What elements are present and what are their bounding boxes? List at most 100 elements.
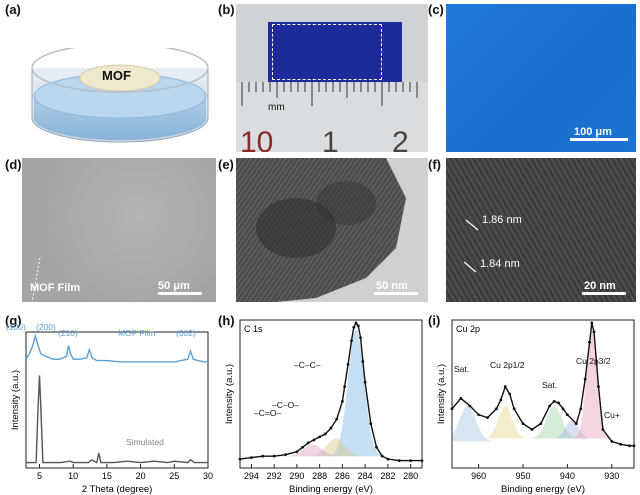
data-point: [301, 445, 304, 449]
annotation: (200): [36, 322, 56, 332]
petri-dish-illustration: MOF: [20, 48, 220, 146]
series-label: MOF Film: [118, 328, 155, 338]
data-point: [552, 400, 556, 403]
fit-peak-0: [452, 405, 634, 439]
x-tick-label: 25: [169, 471, 179, 481]
mof-film-label: MOF Film: [30, 282, 81, 294]
annotation: Sat.: [542, 380, 557, 390]
data-point: [530, 428, 534, 431]
x-tick-label: 286: [335, 471, 350, 481]
scalebar-e: 50 nm: [376, 280, 408, 292]
chart-title: Cu 2p: [456, 324, 480, 334]
data-point: [597, 385, 600, 388]
data-point: [397, 459, 401, 462]
annotation: Sat.: [454, 364, 469, 374]
ruler-digit-10: 10: [240, 126, 274, 152]
fit-peak-1: [452, 405, 634, 439]
x-tick-label: 960: [471, 471, 486, 481]
data-point: [352, 326, 356, 329]
scalebar-d: 50 μm: [158, 280, 190, 292]
photo-film-ruler: mm 10 1 2: [236, 4, 428, 152]
panel-label-b: (b): [218, 2, 235, 17]
data-point: [340, 400, 344, 403]
data-point: [323, 432, 327, 436]
x-axis-label: Binding energy (eV): [289, 484, 373, 495]
data-point: [561, 407, 565, 411]
x-tick-label: 294: [244, 471, 259, 481]
sem-image: MOF Film 50 μm: [22, 158, 216, 302]
lattice-spacing-1: 1.86 nm: [482, 214, 522, 226]
panel-label-e: (e): [218, 157, 234, 172]
data-point: [601, 428, 605, 431]
data-point: [503, 385, 507, 388]
data-point: [359, 336, 362, 340]
x-tick-label: 284: [358, 471, 373, 481]
scalebar-f: 20 nm: [584, 280, 616, 292]
data-point: [420, 459, 424, 462]
annotation: Cu 2p1/2: [490, 360, 525, 370]
scalebar-c: 100 μm: [574, 126, 612, 138]
x-axis-label: 2 Theta (degree): [82, 484, 153, 495]
panel-label-f: (f): [428, 157, 441, 172]
data-point: [350, 339, 353, 343]
hrtem-image: 1.86 nm 1.84 nm 20 nm: [446, 158, 636, 302]
annotation: –C–C–: [294, 360, 321, 370]
data-point: [583, 377, 587, 381]
fit-peak-4: [452, 405, 634, 442]
data-point: [409, 459, 413, 462]
panel-label-c: (c): [428, 2, 444, 17]
data-point: [499, 398, 503, 402]
data-point: [380, 454, 384, 458]
panel-label-i: (i): [428, 313, 441, 328]
data-point: [346, 363, 350, 366]
data-point: [249, 456, 253, 460]
series-line-0: [239, 321, 422, 462]
data-point: [539, 422, 543, 425]
panel-label-d: (d): [5, 157, 22, 172]
data-point: [508, 392, 512, 396]
data-point: [477, 413, 481, 417]
x-tick-label: 280: [403, 471, 418, 481]
series-label: Simulated: [126, 437, 164, 447]
data-point: [386, 457, 390, 461]
data-point: [628, 444, 631, 448]
annotation: (100): [6, 322, 26, 332]
x-tick-label: 288: [312, 471, 327, 481]
data-point: [588, 340, 592, 344]
data-point: [272, 454, 276, 458]
data-point: [468, 404, 472, 408]
data-point: [306, 441, 310, 445]
ruler-unit: mm: [268, 102, 285, 113]
annotation: –C=O–: [254, 408, 281, 418]
xrd-chart: 5 10 15 20 25 30 2 Theta (degree) Intensity (a.…: [6, 322, 213, 495]
data-point: [579, 407, 583, 411]
panel-label-a: (a): [5, 2, 21, 17]
xps-c1s-chart: 294 292 290 288 286 284 282 280 Binding energy (…: [224, 319, 424, 495]
x-tick-label: 30: [203, 471, 213, 481]
annotation: Cu 2p3/2: [576, 356, 611, 366]
data-point: [494, 407, 498, 411]
data-point: [450, 407, 454, 411]
x-tick-label: 940: [560, 471, 575, 481]
data-point: [363, 380, 367, 384]
fit-peak-1: [240, 438, 422, 457]
data-point: [356, 324, 360, 328]
data-point: [375, 445, 378, 449]
xps-cu2p-chart: 960 950 940 930 Binding energy (eV) Intensity…: [436, 319, 636, 495]
ruler-digit-2: 2: [392, 126, 409, 152]
y-axis-label: Intensity (a.u.): [224, 364, 235, 424]
x-tick-label: 5: [37, 471, 42, 481]
annotation: (002): [176, 328, 196, 338]
y-axis-label: Intensity (a.u.): [436, 364, 447, 424]
data-point: [459, 397, 463, 400]
plot-frame: [25, 331, 209, 469]
panel-label-g: (g): [5, 313, 22, 328]
fit-peak-0: [240, 329, 422, 457]
data-point: [312, 438, 316, 442]
tem-image: 50 nm: [236, 158, 428, 302]
x-tick-label: 20: [136, 471, 146, 481]
annotation: –C–O–: [272, 400, 299, 410]
x-tick-label: 282: [380, 471, 395, 481]
y-axis-label: Intensity (a.u.): [10, 370, 21, 430]
data-point: [521, 422, 525, 425]
